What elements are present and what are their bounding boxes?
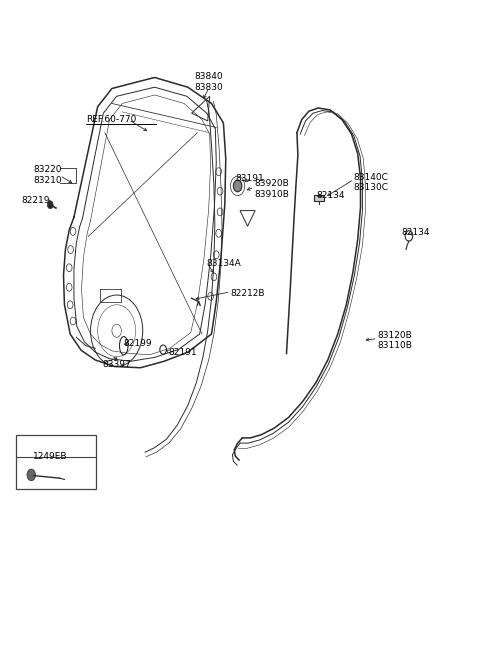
- Text: 83840
83830: 83840 83830: [195, 72, 224, 92]
- Circle shape: [233, 180, 242, 192]
- Text: REF.60-770: REF.60-770: [86, 115, 136, 124]
- Text: 82134: 82134: [401, 227, 430, 236]
- Text: 83191: 83191: [235, 174, 264, 183]
- Text: 82219: 82219: [22, 196, 50, 206]
- Circle shape: [48, 201, 53, 209]
- Text: 82199: 82199: [124, 339, 152, 348]
- FancyBboxPatch shape: [313, 195, 324, 201]
- Text: 83140C
83130C: 83140C 83130C: [354, 173, 389, 193]
- Text: 82134: 82134: [316, 191, 345, 200]
- Text: 83220
83210: 83220 83210: [34, 165, 62, 185]
- Text: 1249EB: 1249EB: [33, 452, 68, 461]
- Text: 82212B: 82212B: [230, 289, 265, 297]
- Text: 83134A: 83134A: [207, 259, 241, 269]
- Text: 82191: 82191: [169, 348, 197, 357]
- FancyBboxPatch shape: [16, 436, 96, 489]
- Text: 83920B
83910B: 83920B 83910B: [254, 179, 289, 199]
- Circle shape: [27, 469, 36, 481]
- Text: 83397: 83397: [102, 360, 131, 369]
- Text: 83120B
83110B: 83120B 83110B: [378, 331, 412, 350]
